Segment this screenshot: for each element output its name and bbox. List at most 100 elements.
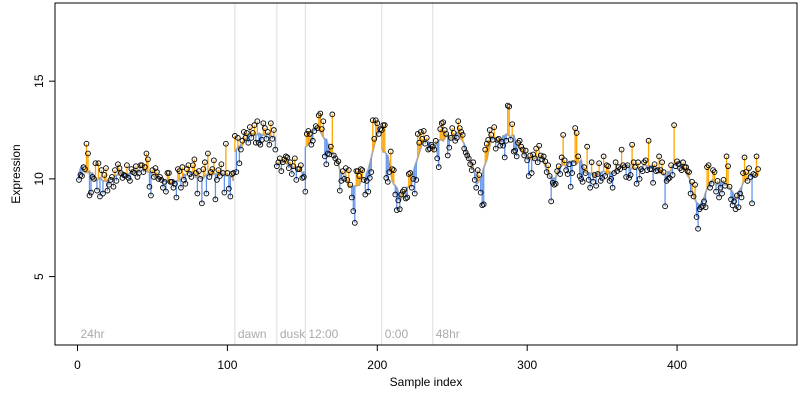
data-point <box>581 164 587 171</box>
data-point <box>196 168 202 174</box>
data-points <box>76 102 761 232</box>
data-point <box>381 122 388 128</box>
data-point <box>509 121 516 128</box>
data-point <box>536 142 543 149</box>
data-point <box>318 126 325 132</box>
data-point <box>573 130 580 136</box>
data-point <box>702 204 709 211</box>
data-point <box>578 176 584 182</box>
data-point <box>438 120 445 127</box>
data-point <box>148 192 154 199</box>
data-point <box>596 160 602 167</box>
data-point <box>146 183 153 190</box>
data-point <box>230 170 237 176</box>
data-point <box>200 166 207 172</box>
data-point <box>612 159 619 166</box>
data-point <box>330 152 337 159</box>
data-point <box>265 129 271 135</box>
phase-separators <box>234 3 434 345</box>
data-point <box>528 170 535 176</box>
data-point <box>603 162 610 169</box>
data-point <box>76 177 82 183</box>
data-point <box>242 134 249 141</box>
data-point <box>480 201 487 208</box>
data-point <box>341 176 348 182</box>
data-point <box>473 184 480 191</box>
data-point <box>124 162 130 169</box>
data-point <box>282 153 289 160</box>
data-point <box>519 146 526 153</box>
data-point <box>501 154 508 161</box>
data-point <box>452 137 459 144</box>
data-point <box>584 143 590 150</box>
data-point <box>205 150 211 157</box>
data-point <box>113 177 120 184</box>
data-point <box>360 177 367 183</box>
data-point <box>372 117 379 124</box>
data-point <box>309 137 316 144</box>
data-point <box>190 162 196 169</box>
data-point <box>215 167 222 173</box>
data-point <box>387 148 394 155</box>
data-point <box>278 168 285 174</box>
data-point <box>100 190 106 197</box>
data-point <box>555 163 562 170</box>
data-point <box>590 178 596 185</box>
data-point <box>182 180 189 187</box>
data-point <box>726 183 733 190</box>
data-point <box>486 127 493 133</box>
data-point <box>269 135 276 142</box>
data-point <box>609 184 616 191</box>
data-point <box>324 150 331 157</box>
data-point <box>211 157 217 164</box>
data-point <box>110 183 117 190</box>
data-point <box>86 192 93 199</box>
x-tick-label: 300 <box>517 358 537 372</box>
data-point <box>293 177 300 183</box>
data-point <box>708 180 715 187</box>
data-point <box>402 195 409 202</box>
data-point <box>435 164 442 171</box>
data-point <box>627 172 634 178</box>
phase-label: 12:00 <box>308 327 338 341</box>
data-point <box>142 164 148 171</box>
data-point <box>656 153 662 160</box>
data-point <box>253 139 259 146</box>
data-point <box>321 153 328 160</box>
data-point <box>560 132 567 138</box>
data-point <box>623 174 629 180</box>
x-axis-label: Sample index <box>390 375 463 389</box>
data-point <box>593 182 599 189</box>
data-point <box>251 122 258 128</box>
data-point <box>440 119 447 126</box>
data-point <box>166 170 172 176</box>
data-point <box>369 117 376 124</box>
data-point <box>407 170 414 176</box>
data-point <box>263 135 270 142</box>
data-point <box>651 161 658 168</box>
data-point <box>311 128 318 134</box>
data-point <box>208 169 214 175</box>
data-point <box>371 135 378 142</box>
data-point <box>104 187 111 194</box>
data-point <box>633 180 640 187</box>
data-point <box>636 176 643 182</box>
data-point <box>629 141 635 148</box>
data-point <box>500 142 507 149</box>
data-point <box>172 180 178 187</box>
data-point <box>365 188 372 195</box>
data-point <box>671 122 677 128</box>
data-point <box>393 207 400 214</box>
data-point <box>585 177 592 183</box>
data-point <box>680 159 686 166</box>
data-point <box>513 153 520 160</box>
data-point <box>77 172 84 178</box>
data-point <box>161 178 168 185</box>
phase-labels: 24hr dawn dusk 12:00 0:00 48hr <box>80 327 459 341</box>
data-point <box>587 184 593 191</box>
data-point <box>392 191 399 198</box>
data-point <box>143 150 150 157</box>
data-point <box>731 198 737 205</box>
data-point <box>420 128 427 134</box>
data-point <box>82 166 88 172</box>
